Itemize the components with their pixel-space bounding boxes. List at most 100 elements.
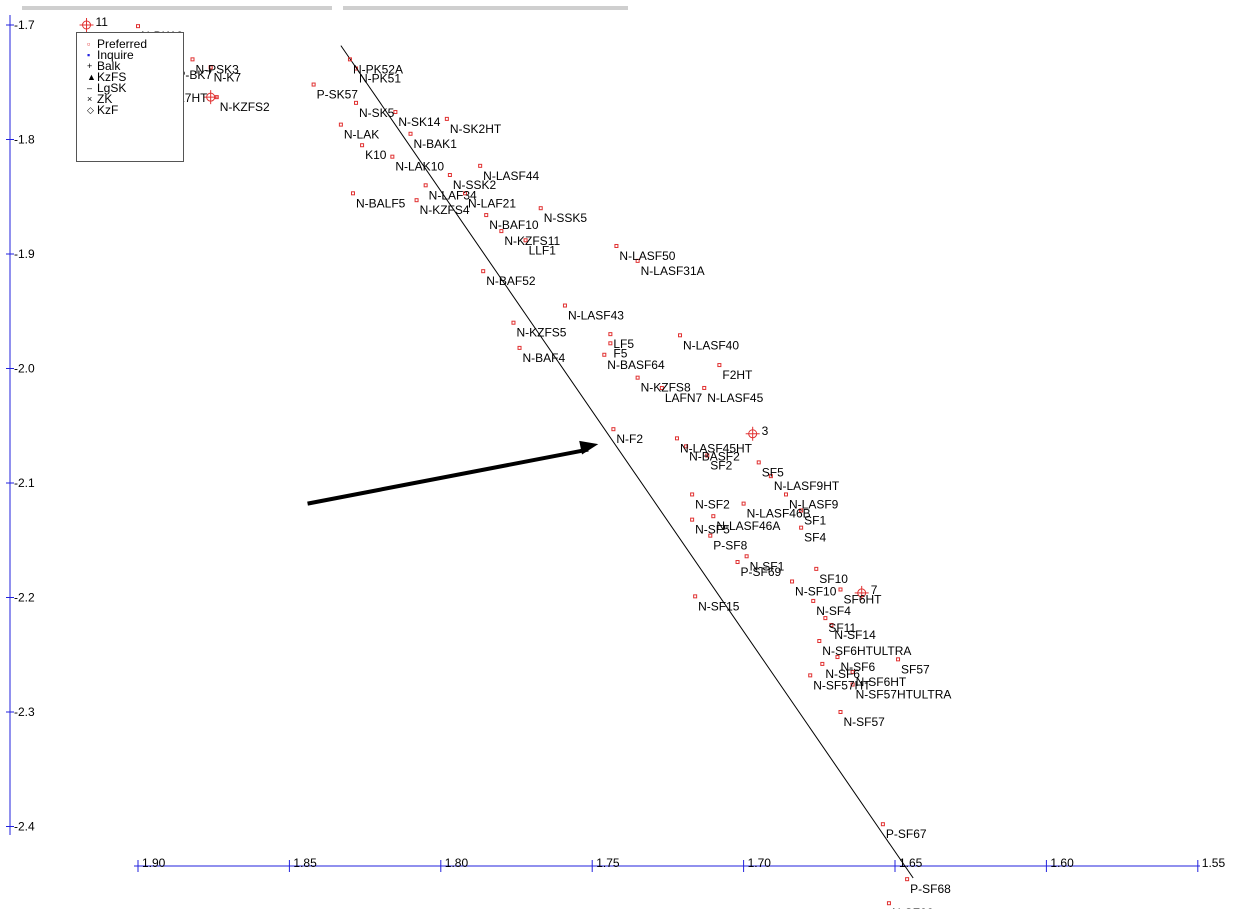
legend-item-balk: + Balk [87, 59, 183, 73]
point-label: N-LASF43 [568, 309, 624, 323]
arrow-shaft [307, 447, 589, 506]
data-point [390, 154, 395, 159]
y-tick-label: -1.7 [14, 18, 35, 32]
data-point [690, 517, 695, 522]
point-label: LF5 [613, 337, 634, 351]
points-layer [79, 18, 910, 906]
point-label: N-LASF45HT [680, 441, 753, 455]
point-label: F2HT [722, 368, 753, 382]
y-tick-label: -2.2 [14, 591, 35, 605]
data-point [838, 587, 843, 592]
data-point [414, 198, 419, 203]
data-point [360, 143, 365, 148]
data-point [735, 560, 740, 565]
point-label: N-SF57HTULTRA [856, 688, 952, 702]
point-label: SF4 [804, 531, 826, 545]
data-point [408, 131, 413, 136]
data-point [517, 345, 522, 350]
point-label: SF10 [819, 572, 848, 586]
data-point [463, 191, 468, 196]
legend-item-preferred: ▫ Preferred [87, 38, 183, 50]
data-point [817, 639, 822, 644]
dash-icon: – [87, 83, 93, 93]
x-tick-label: 1.90 [142, 856, 166, 870]
point-label: P-SF68 [910, 882, 951, 896]
y-tick-label: -2.3 [14, 705, 35, 719]
inquire-icon: ▪ [87, 50, 91, 60]
point-label: N-SF1 [750, 559, 785, 573]
fit-line-layer [340, 45, 914, 879]
data-point [886, 901, 891, 906]
data-point [354, 100, 359, 105]
point-label: N-SF10 [795, 584, 837, 598]
top-scroll-remnant-right [343, 6, 628, 10]
data-point [850, 669, 855, 674]
point-label: SF5 [762, 465, 784, 479]
data-point [447, 172, 452, 177]
data-point [744, 554, 749, 559]
data-point [635, 375, 640, 380]
data-point [674, 436, 679, 441]
data-point [614, 243, 619, 248]
data-point [717, 363, 722, 368]
marked-point-label: 3 [762, 424, 769, 438]
legend: ▫ Preferred ▪ Inquire + Balk ▲ KzFS – Lg… [76, 32, 184, 162]
point-label: N-KZFS8 [641, 381, 691, 395]
data-point [799, 525, 804, 530]
data-point [608, 332, 613, 337]
point-label: N-BASF2 [689, 449, 740, 463]
point-label: SF57 [901, 662, 930, 676]
x-tick-label: 1.55 [1202, 856, 1226, 870]
data-point [511, 320, 516, 325]
point-label: N-SF5 [695, 523, 730, 537]
point-label: SF6HT [843, 592, 882, 606]
data-point [684, 444, 689, 449]
point-label: N-SF4 [816, 604, 851, 618]
data-point [711, 514, 716, 519]
data-point [659, 385, 664, 390]
legend-item-zk: × ZK [87, 93, 183, 105]
data-point [850, 682, 855, 687]
point-label: N-SF6HTULTRA [822, 644, 911, 658]
legend-label: Balk [97, 59, 121, 73]
data-point [678, 333, 683, 338]
point-label: N-LASF46B [747, 507, 811, 521]
point-label: P-SK57 [317, 88, 359, 102]
point-label: N-SK2HT [450, 122, 502, 136]
data-point [705, 453, 710, 458]
data-point [905, 877, 910, 882]
x-tick-label: 1.75 [596, 856, 620, 870]
data-point [768, 474, 773, 479]
plus-icon: + [87, 61, 93, 71]
triangle-icon: ▲ [87, 72, 96, 82]
point-label: N-LAF21 [468, 196, 516, 210]
data-point [423, 183, 428, 188]
point-label: N-K7 [214, 70, 242, 84]
point-label: N-SF6 [825, 667, 860, 681]
data-point [835, 655, 840, 660]
data-point [896, 657, 901, 662]
data-point [783, 492, 788, 497]
data-point [354, 66, 359, 71]
point-label: N-SF14 [834, 628, 876, 642]
data-point [136, 24, 140, 29]
trend-line [340, 45, 914, 879]
point-label: N-BALF5 [356, 196, 406, 210]
data-point [481, 269, 486, 274]
point-label: N-LAK [344, 128, 379, 142]
point-label: N-SF6 [840, 660, 875, 674]
data-point [562, 303, 567, 308]
point-label: N-BASF64 [607, 358, 665, 372]
point-labels-layer: N-BK10N-BK7N-PSK3P-BK7N-K7N-BK7HTN-KZFS2… [96, 15, 952, 909]
data-point [820, 661, 825, 666]
data-point [190, 57, 195, 62]
point-label: N-LASF50 [619, 249, 675, 263]
y-tick-label: -2.4 [14, 820, 35, 834]
data-point [811, 598, 816, 603]
data-point [838, 710, 843, 714]
data-point [690, 492, 695, 497]
legend-item-kzf: ◇ KzF [87, 104, 183, 116]
point-label: N-LASF45 [707, 391, 763, 405]
data-point [741, 501, 746, 506]
point-label: N-BAF4 [523, 351, 566, 365]
